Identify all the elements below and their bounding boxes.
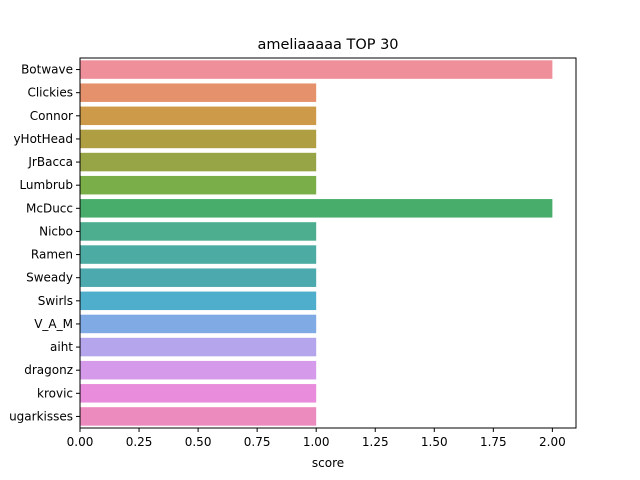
y-tick-label: yHotHead xyxy=(13,132,73,146)
x-tick-label: 1.00 xyxy=(303,435,330,449)
bar-swirls xyxy=(80,291,317,311)
bar-nicbo xyxy=(80,222,317,241)
bar-krovic xyxy=(80,384,317,403)
x-tick-label: 0.00 xyxy=(67,435,94,449)
y-tick-label: Lumbrub xyxy=(19,178,73,192)
bar-connor xyxy=(80,106,317,126)
y-tick-label: Botwave xyxy=(21,63,73,77)
bar-lumbrub xyxy=(80,175,317,195)
y-tick-label: Swirls xyxy=(38,294,73,308)
bar-mcducc xyxy=(80,199,553,218)
y-tick-label: McDucc xyxy=(26,201,73,215)
chart-title: ameliaaaaa TOP 30 xyxy=(257,37,398,53)
y-tick-label: JrBacca xyxy=(27,155,73,169)
y-tick-label: ugarkisses xyxy=(9,409,73,423)
bar-sweady xyxy=(80,268,317,287)
x-tick-label: 1.50 xyxy=(421,435,448,449)
bar-jrbacca xyxy=(80,152,317,172)
bar-ramen xyxy=(80,245,317,264)
y-tick-label: dragonz xyxy=(24,363,73,377)
bar-aiht xyxy=(80,337,317,357)
bar-botwave xyxy=(80,60,553,79)
x-tick-label: 1.25 xyxy=(362,435,389,449)
y-tick-label: krovic xyxy=(37,386,73,400)
y-tick-label: Clickies xyxy=(27,86,73,100)
y-tick-label: aiht xyxy=(50,340,73,354)
bar-yhothead xyxy=(80,129,317,149)
y-tick-label: V_A_M xyxy=(34,317,73,331)
plot-frame xyxy=(79,57,577,429)
y-axis-ticks: Botwave Clickies Connor yHotHead JrBacca Lumb… xyxy=(9,63,80,423)
y-tick-label: Nicbo xyxy=(39,224,73,238)
x-tick-label: 0.25 xyxy=(126,435,153,449)
bar-ugarkisses xyxy=(80,407,317,426)
x-tick-label: 0.75 xyxy=(244,435,271,449)
x-axis-label: score xyxy=(312,456,344,470)
x-tick-label: 0.50 xyxy=(185,435,212,449)
x-axis-ticks: 0.00 0.25 0.50 0.75 1.00 1.25 1.50 1.75 2.00 xyxy=(67,428,566,449)
x-tick-label: 2.00 xyxy=(539,435,566,449)
bars-group xyxy=(80,60,553,426)
y-tick-label: Ramen xyxy=(31,248,73,262)
bar-dragonz xyxy=(80,360,317,380)
x-tick-label: 1.75 xyxy=(480,435,507,449)
y-tick-label: Sweady xyxy=(26,271,73,285)
y-tick-label: Connor xyxy=(30,109,73,123)
bar-v-a-m xyxy=(80,314,317,334)
bar-clickies xyxy=(80,83,317,102)
